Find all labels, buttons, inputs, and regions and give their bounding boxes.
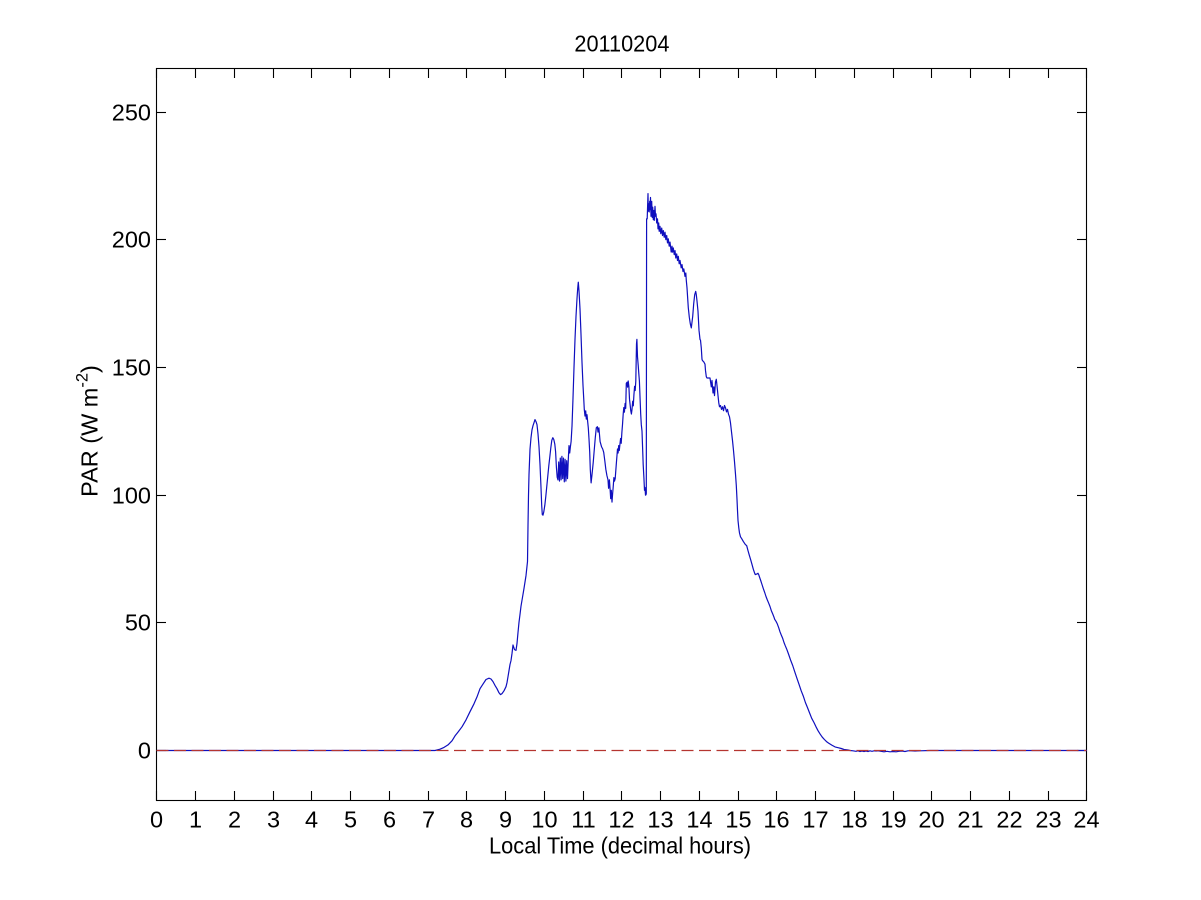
svg-text:20: 20	[918, 807, 944, 833]
svg-text:17: 17	[802, 807, 828, 833]
svg-text:9: 9	[499, 807, 512, 833]
svg-text:0: 0	[150, 807, 163, 833]
svg-text:21: 21	[957, 807, 983, 833]
svg-text:13: 13	[647, 807, 673, 833]
svg-text:20110204: 20110204	[574, 31, 669, 57]
svg-text:16: 16	[763, 807, 789, 833]
svg-text:12: 12	[608, 807, 634, 833]
svg-text:3: 3	[267, 807, 280, 833]
svg-text:24: 24	[1073, 807, 1099, 833]
svg-text:Local Time (decimal hours): Local Time (decimal hours)	[489, 833, 751, 859]
svg-text:0: 0	[138, 738, 151, 764]
svg-text:8: 8	[460, 807, 473, 833]
svg-text:50: 50	[125, 610, 151, 636]
svg-text:15: 15	[725, 807, 751, 833]
svg-text:4: 4	[305, 807, 318, 833]
svg-text:2: 2	[228, 807, 241, 833]
svg-text:23: 23	[1035, 807, 1061, 833]
svg-text:19: 19	[880, 807, 906, 833]
svg-text:22: 22	[996, 807, 1022, 833]
svg-text:5: 5	[344, 807, 357, 833]
svg-text:200: 200	[112, 227, 151, 253]
svg-text:14: 14	[686, 807, 712, 833]
svg-text:11: 11	[571, 807, 595, 833]
svg-text:6: 6	[383, 807, 396, 833]
svg-text:10: 10	[531, 807, 557, 833]
svg-text:7: 7	[422, 807, 435, 833]
svg-text:100: 100	[112, 483, 151, 509]
svg-text:250: 250	[112, 100, 151, 126]
svg-text:18: 18	[841, 807, 867, 833]
svg-text:150: 150	[112, 355, 151, 381]
svg-text:1: 1	[189, 807, 202, 833]
